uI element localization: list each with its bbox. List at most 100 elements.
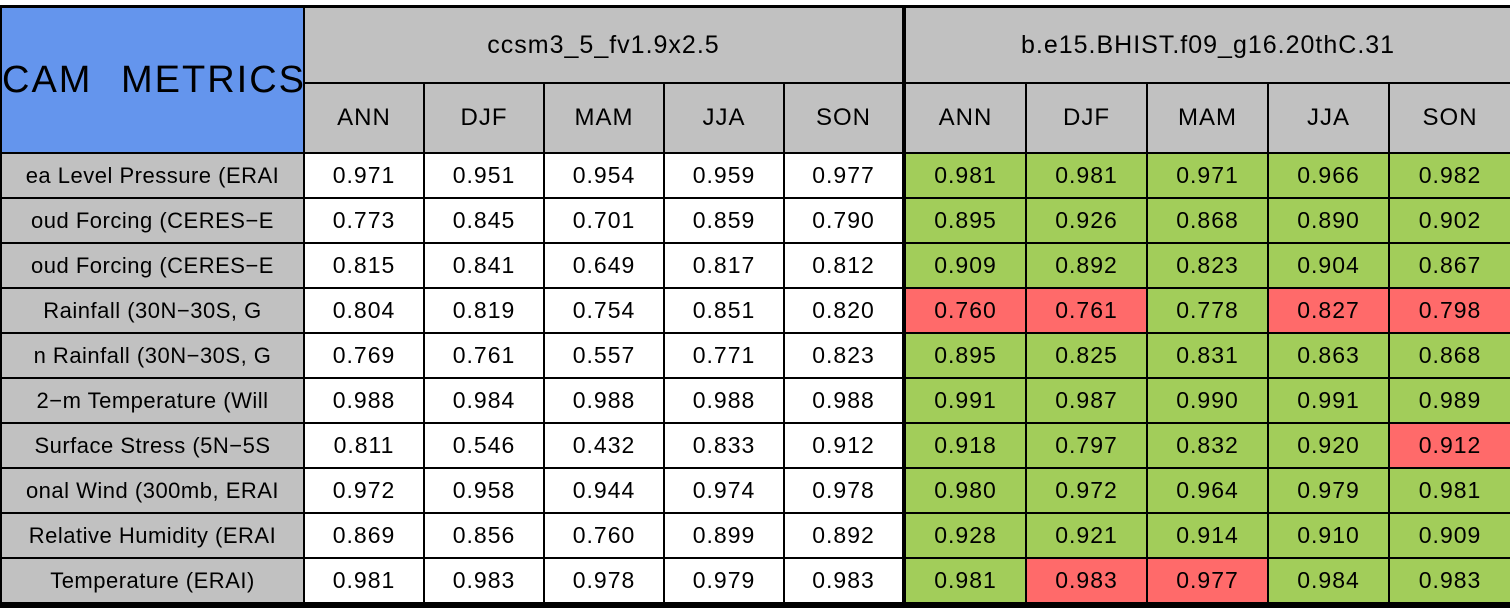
value-cell-model2-mam: 0.977 [1146,557,1270,606]
value-cell-model1-son: 0.823 [782,332,906,379]
metric-label: ea Level Pressure (ERAI [0,152,305,199]
table-row: oud Forcing (CERES−E 0.773 0.845 0.701 0.859… [0,197,1510,244]
value-cell-model1-djf: 0.841 [423,242,545,289]
value-cell-model2-djf: 0.926 [1025,197,1149,244]
value-cell-model1-mam: 0.701 [543,197,665,244]
value-cell-model1-djf: 0.761 [423,332,545,379]
value-cell-model1-ann: 0.981 [303,557,425,606]
value-cell-model1-mam: 0.754 [543,287,665,334]
table-row: Temperature (ERAI) 0.981 0.983 0.978 0.979 0.… [0,557,1510,606]
value-cell-model2-jja: 0.979 [1267,467,1391,514]
value-cell-model2-ann: 0.980 [902,467,1028,514]
value-cell-model2-jja: 0.827 [1267,287,1391,334]
season-header-model2-son: SON [1388,82,1510,154]
metric-label: oud Forcing (CERES−E [0,242,305,289]
value-cell-model1-son: 0.977 [782,152,906,199]
value-cell-model2-son: 0.902 [1388,197,1510,244]
season-header-model1-djf: DJF [423,82,545,154]
value-cell-model2-djf: 0.983 [1025,557,1149,606]
value-cell-model2-ann: 0.918 [902,422,1028,469]
value-cell-model2-mam: 0.868 [1146,197,1270,244]
table-title: CAM METRICS [0,5,305,154]
value-cell-model2-jja: 0.890 [1267,197,1391,244]
value-cell-model1-jja: 0.979 [663,557,785,606]
value-cell-model2-jja: 0.863 [1267,332,1391,379]
value-cell-model1-ann: 0.971 [303,152,425,199]
value-cell-model1-ann: 0.811 [303,422,425,469]
value-cell-model1-djf: 0.856 [423,512,545,559]
value-cell-model2-son: 0.912 [1388,422,1510,469]
metric-label: 2−m Temperature (Will [0,377,305,424]
season-header-model1-jja: JJA [663,82,785,154]
value-cell-model1-mam: 0.944 [543,467,665,514]
value-cell-model1-jja: 0.899 [663,512,785,559]
value-cell-model2-djf: 0.797 [1025,422,1149,469]
value-cell-model2-mam: 0.823 [1146,242,1270,289]
value-cell-model2-ann: 0.991 [902,377,1028,424]
table-row: n Rainfall (30N−30S, G 0.769 0.761 0.557 0.7… [0,332,1510,379]
header-row-models: CAM METRICS ccsm3_5_fv1.9x2.5 b.e15.BHIS… [0,5,1510,154]
value-cell-model1-son: 0.983 [782,557,906,606]
metric-label: oud Forcing (CERES−E [0,197,305,244]
value-cell-model2-jja: 0.910 [1267,512,1391,559]
value-cell-model1-djf: 0.984 [423,377,545,424]
value-cell-model1-son: 0.820 [782,287,906,334]
value-cell-model2-jja: 0.920 [1267,422,1391,469]
metric-label: Rainfall (30N−30S, G [0,287,305,334]
value-cell-model1-mam: 0.988 [543,377,665,424]
value-cell-model2-ann: 0.981 [902,152,1028,199]
value-cell-model1-ann: 0.972 [303,467,425,514]
value-cell-model2-son: 0.983 [1388,557,1510,606]
season-header-model2-jja: JJA [1267,82,1391,154]
value-cell-model2-jja: 0.991 [1267,377,1391,424]
value-cell-model2-djf: 0.921 [1025,512,1149,559]
metric-label: Surface Stress (5N−5S [0,422,305,469]
metrics-rows: ea Level Pressure (ERAI 0.971 0.951 0.954 0.… [0,152,1510,606]
model-header-1: ccsm3_5_fv1.9x2.5 [302,5,906,85]
value-cell-model1-jja: 0.817 [663,242,785,289]
header-row-seasons: ANN DJF MAM JJA SON ANN DJF MAM JJA SON [1,82,1510,154]
table-row: 2−m Temperature (Will 0.988 0.984 0.988 0.98… [0,377,1510,424]
value-cell-model1-mam: 0.557 [543,332,665,379]
value-cell-model1-ann: 0.773 [303,197,425,244]
value-cell-model1-jja: 0.851 [663,287,785,334]
value-cell-model1-son: 0.978 [782,467,906,514]
value-cell-model2-son: 0.798 [1388,287,1510,334]
value-cell-model2-ann: 0.909 [902,242,1028,289]
value-cell-model1-ann: 0.988 [303,377,425,424]
value-cell-model1-djf: 0.819 [423,287,545,334]
season-header-model2-djf: DJF [1025,82,1149,154]
value-cell-model1-djf: 0.983 [423,557,545,606]
table-row: oud Forcing (CERES−E 0.815 0.841 0.649 0.817… [0,242,1510,289]
value-cell-model1-djf: 0.958 [423,467,545,514]
value-cell-model1-son: 0.790 [782,197,906,244]
metric-label: onal Wind (300mb, ERAI [0,467,305,514]
table-row: Relative Humidity (ERAI 0.869 0.856 0.760 0.… [0,512,1510,559]
value-cell-model2-son: 0.989 [1388,377,1510,424]
value-cell-model2-djf: 0.761 [1025,287,1149,334]
value-cell-model1-son: 0.892 [782,512,906,559]
value-cell-model1-son: 0.812 [782,242,906,289]
season-header-model1-ann: ANN [303,82,425,154]
table-row: onal Wind (300mb, ERAI 0.972 0.958 0.944 0.9… [0,467,1510,514]
value-cell-model1-mam: 0.649 [543,242,665,289]
value-cell-model1-jja: 0.771 [663,332,785,379]
season-header-model2-mam: MAM [1146,82,1270,154]
value-cell-model1-mam: 0.954 [543,152,665,199]
value-cell-model2-ann: 0.981 [902,557,1028,606]
value-cell-model2-mam: 0.778 [1146,287,1270,334]
table-row: Rainfall (30N−30S, G 0.804 0.819 0.754 0.851… [0,287,1510,334]
table-row: ea Level Pressure (ERAI 0.971 0.951 0.954 0.… [0,152,1510,199]
value-cell-model2-mam: 0.914 [1146,512,1270,559]
value-cell-model2-son: 0.868 [1388,332,1510,379]
value-cell-model1-djf: 0.951 [423,152,545,199]
value-cell-model1-jja: 0.988 [663,377,785,424]
value-cell-model1-jja: 0.833 [663,422,785,469]
value-cell-model1-mam: 0.760 [543,512,665,559]
value-cell-model2-mam: 0.831 [1146,332,1270,379]
value-cell-model2-djf: 0.892 [1025,242,1149,289]
value-cell-model1-djf: 0.546 [423,422,545,469]
value-cell-model1-ann: 0.815 [303,242,425,289]
value-cell-model2-jja: 0.966 [1267,152,1391,199]
